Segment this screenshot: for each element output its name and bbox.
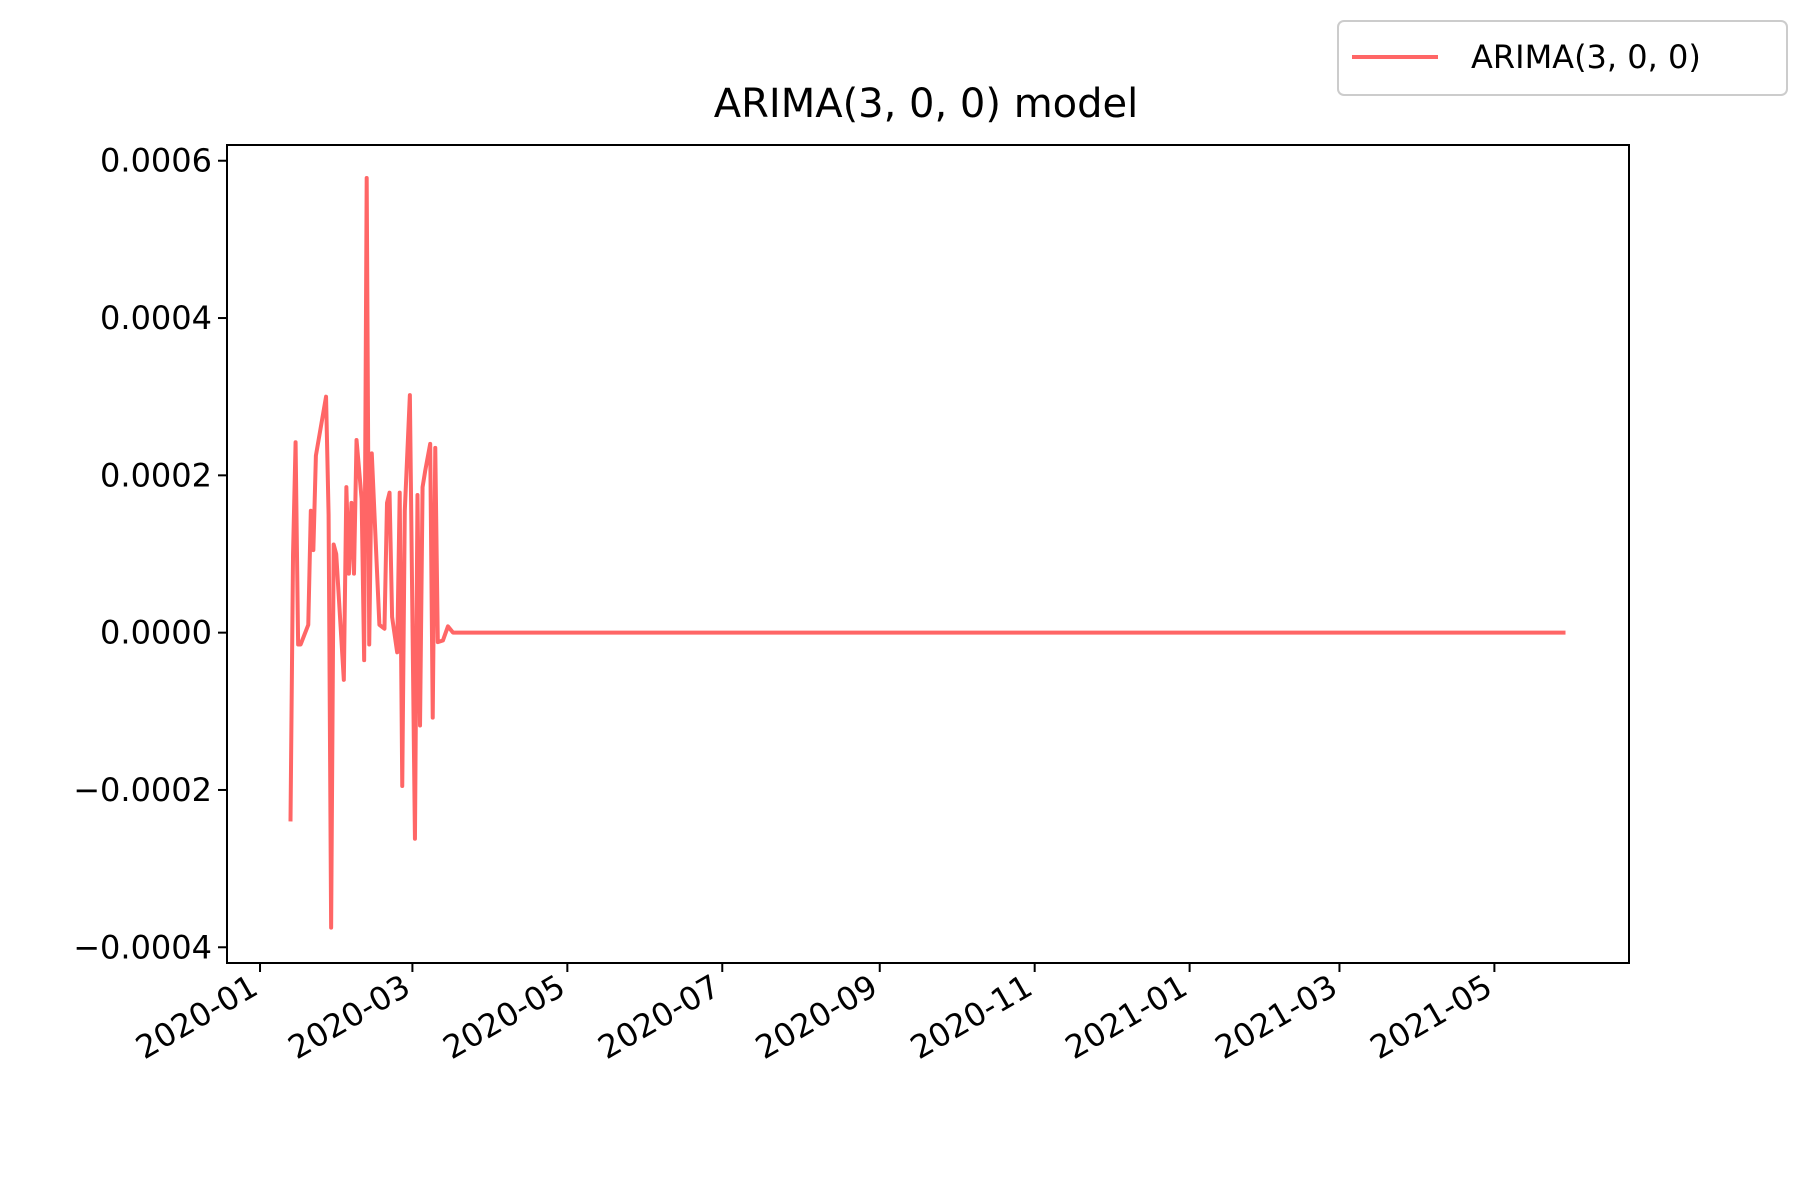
series-line-arima xyxy=(288,176,1566,930)
plot-series-layer xyxy=(288,176,1566,930)
x-tick-label: 2020-01 xyxy=(129,967,264,1067)
y-tick-label: −0.0004 xyxy=(73,928,212,966)
x-axis: 2020-01 2020-03 2020-05 2020-07 2020-09 2020-… xyxy=(129,963,1498,1067)
x-tick-label: 2021-03 xyxy=(1209,967,1344,1067)
y-tick-label: 0.0002 xyxy=(100,456,212,494)
x-tick-label: 2020-09 xyxy=(749,967,884,1067)
chart-title: ARIMA(3, 0, 0) model xyxy=(714,81,1139,127)
y-axis: −0.0004 −0.0002 0.0000 0.0002 0.0004 0.0006 xyxy=(73,142,227,966)
legend-label: ARIMA(3, 0, 0) xyxy=(1471,38,1701,76)
y-tick-label: −0.0002 xyxy=(73,771,212,809)
x-tick-label: 2020-07 xyxy=(591,967,726,1067)
x-tick-label: 2020-11 xyxy=(904,967,1039,1067)
legend: ARIMA(3, 0, 0) xyxy=(1337,20,1788,96)
x-tick-label: 2020-03 xyxy=(282,967,417,1067)
plot-frame xyxy=(226,144,1630,964)
y-tick-label: 0.0000 xyxy=(100,614,212,652)
legend-box xyxy=(1337,20,1788,96)
y-tick-label: 0.0006 xyxy=(100,142,212,180)
x-tick-label: 2021-05 xyxy=(1364,967,1499,1067)
y-tick-label: 0.0004 xyxy=(100,299,212,337)
x-tick-label: 2021-01 xyxy=(1059,967,1194,1067)
x-tick-label: 2020-05 xyxy=(437,967,572,1067)
